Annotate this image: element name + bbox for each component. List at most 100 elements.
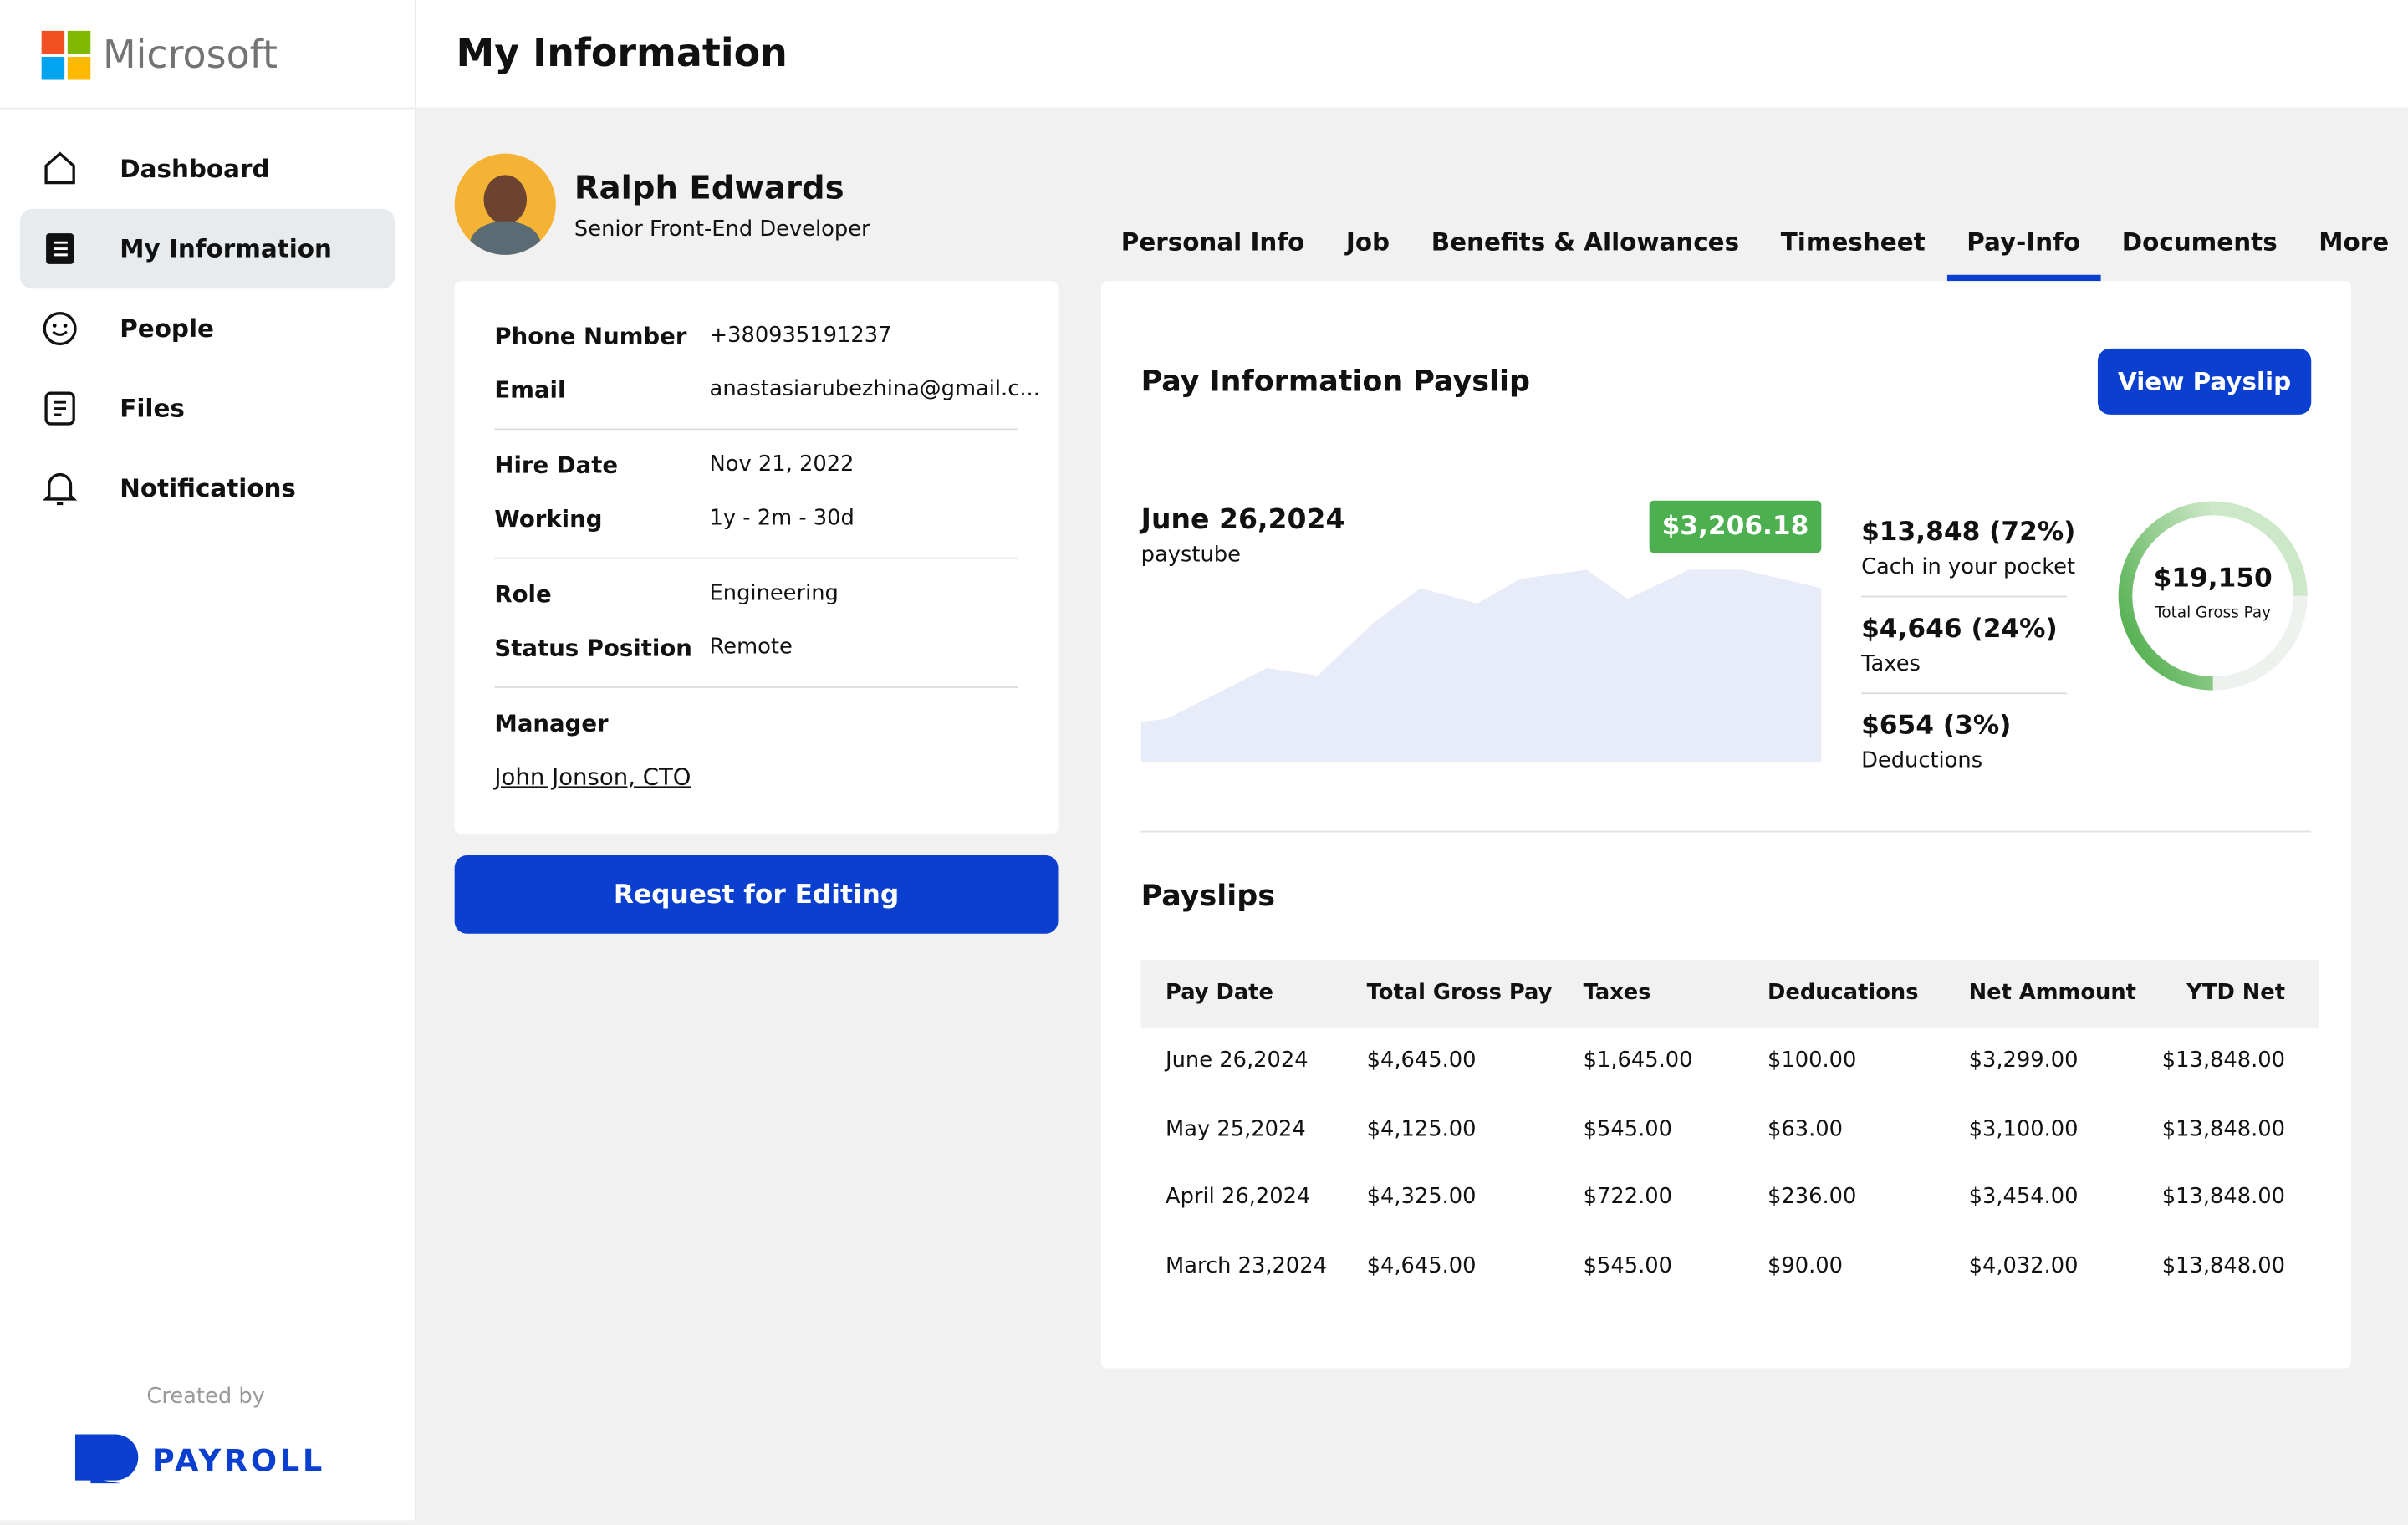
column-header: YTD Net — [2186, 980, 2286, 1006]
total-label: Total Gross Pay — [2155, 604, 2272, 622]
table-cell: June 26,2024 — [1166, 1048, 1309, 1074]
nav-icon — [40, 309, 80, 349]
details-card — [454, 281, 1059, 834]
table-cell: $3,299.00 — [1968, 1048, 2079, 1074]
logo — [41, 30, 91, 80]
footer-label: Created by — [146, 1384, 265, 1410]
edit-button[interactable]: Request for Editing — [454, 855, 1059, 934]
table-cell: $1,645.00 — [1583, 1048, 1693, 1074]
table-cell: $4,125.00 — [1366, 1116, 1477, 1142]
donut — [2118, 501, 2308, 691]
area-chart — [1140, 569, 1822, 762]
icon — [43, 312, 77, 346]
tab[interactable]: Documents — [2121, 227, 2278, 257]
nav-item[interactable]: Notifications — [120, 473, 296, 503]
icon — [44, 391, 75, 426]
table-cell: May 25,2024 — [1166, 1116, 1306, 1142]
section-title: Pay Information Payslip — [1140, 365, 1530, 399]
tab[interactable]: Timesheet — [1780, 227, 1926, 257]
view-button[interactable]: View Payslip — [2097, 348, 2312, 415]
detail-value: anastasiarubezhina@gmail.c... — [709, 377, 1040, 402]
detail-label: Working — [494, 505, 603, 533]
detail-value: Engineering — [709, 581, 839, 606]
detail-label: Email — [494, 375, 566, 405]
header — [416, 0, 2408, 108]
breakdown-value: $654 (3%) — [1861, 711, 2012, 742]
tab[interactable]: Personal Info — [1120, 227, 1305, 257]
table-cell: $13,848.00 — [2161, 1048, 2286, 1074]
table-cell: $4,645.00 — [1366, 1254, 1477, 1279]
table-cell: $236.00 — [1768, 1185, 1857, 1211]
table-cell: $100.00 — [1768, 1048, 1857, 1074]
table-cell: $545.00 — [1583, 1254, 1672, 1279]
breakdown-label: Deductions — [1861, 748, 1983, 773]
page-title: My Information — [456, 30, 788, 75]
nav-icon — [40, 389, 80, 429]
manager-link[interactable]: John Jonson, CTO — [494, 762, 691, 791]
table-cell: March 23,2024 — [1166, 1254, 1327, 1279]
nav-item[interactable]: Files — [120, 393, 185, 423]
nav-highlight — [19, 208, 395, 289]
detail-value: Remote — [709, 635, 793, 660]
table-cell: $545.00 — [1583, 1116, 1672, 1142]
brand: Microsoft — [103, 32, 278, 77]
total-value: $19,150 — [2153, 563, 2273, 594]
detail-label: Role — [494, 580, 552, 609]
detail-value: +380935191237 — [709, 323, 892, 349]
divider — [494, 428, 1018, 431]
nav-item[interactable]: Dashboard — [120, 154, 270, 184]
nav-icon — [40, 229, 80, 269]
divider — [494, 686, 1018, 688]
pay-source: paystube — [1140, 543, 1241, 568]
tab[interactable]: More — [2319, 227, 2390, 257]
avatar — [454, 153, 556, 255]
profile-role: Senior Front-End Developer — [574, 217, 870, 242]
tab[interactable]: Benefits & Allowances — [1431, 227, 1740, 257]
table-cell: $4,032.00 — [1968, 1254, 2079, 1279]
breakdown-value: $4,646 (24%) — [1861, 614, 2058, 645]
tab[interactable]: Job — [1345, 227, 1390, 257]
nav-item[interactable]: People — [120, 314, 214, 344]
profile-name: Ralph Edwards — [574, 169, 844, 207]
column-header: Pay Date — [1166, 980, 1273, 1006]
column-header: Net Ammount — [1968, 980, 2136, 1006]
column-header: Taxes — [1583, 980, 1651, 1006]
icon — [43, 472, 78, 506]
table-cell: $722.00 — [1583, 1185, 1672, 1211]
footer-brand: PAYROLL — [151, 1441, 325, 1479]
column-header: Deducations — [1768, 980, 1919, 1006]
section-title: Payslips — [1140, 879, 1275, 914]
divider — [1140, 830, 2312, 833]
breakdown-label: Taxes — [1861, 651, 1921, 677]
pay-card — [1100, 281, 2351, 1369]
table-cell: $13,848.00 — [2161, 1185, 2286, 1211]
divider — [1861, 595, 2068, 598]
table-header — [1140, 959, 2319, 1028]
icon — [46, 233, 74, 264]
nav-item[interactable]: My Information — [120, 233, 332, 263]
table-cell: $4,645.00 — [1366, 1048, 1477, 1074]
table-cell: $4,325.00 — [1366, 1185, 1477, 1211]
detail-label: Hire Date — [494, 451, 619, 480]
tab[interactable]: Pay-Info — [1946, 215, 2101, 282]
table-cell: April 26,2024 — [1166, 1185, 1311, 1211]
detail-label: Manager — [494, 709, 609, 737]
table-cell: $3,454.00 — [1968, 1185, 2079, 1211]
breakdown-label: Cach in your pocket — [1861, 555, 2076, 580]
nav-icon — [40, 149, 80, 189]
table-cell: $13,848.00 — [2161, 1116, 2286, 1142]
detail-label: Status Position — [494, 634, 692, 662]
column-header: Total Gross Pay — [1366, 980, 1553, 1006]
divider — [494, 557, 1018, 559]
breakdown-value: $13,848 (72%) — [1861, 517, 2076, 548]
detail-label: Phone Number — [494, 322, 687, 350]
pay-date: June 26,2024 — [1140, 503, 1345, 537]
table-cell: $90.00 — [1768, 1254, 1844, 1279]
table-cell: $3,100.00 — [1968, 1116, 2079, 1142]
divider — [0, 107, 415, 110]
icon — [44, 151, 75, 185]
table-cell: $13,848.00 — [2161, 1254, 2286, 1279]
detail-value: 1y - 2m - 30d — [709, 506, 855, 531]
